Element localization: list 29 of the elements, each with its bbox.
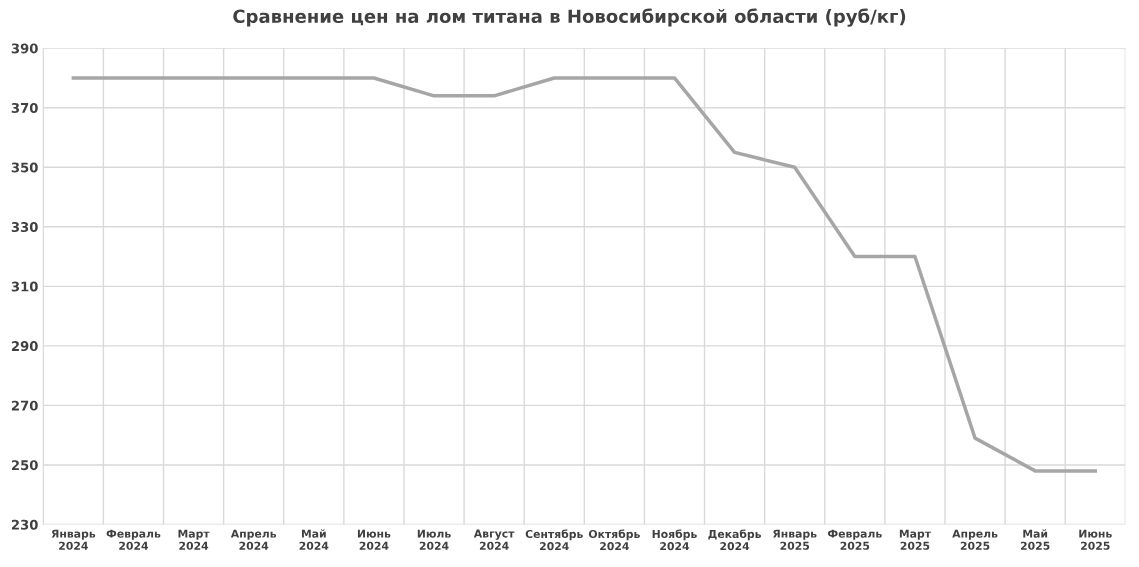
y-tick-label: 230	[11, 519, 38, 530]
x-tick-label: Январь 2024	[51, 529, 96, 550]
y-tick-label: 250	[11, 460, 38, 471]
x-tick-label: Март 2025	[899, 529, 931, 550]
y-tick-label: 370	[11, 102, 38, 113]
y-tick-label: 310	[11, 281, 38, 292]
x-tick-label: Апрель 2025	[952, 529, 998, 550]
x-tick-label: Апрель 2024	[230, 529, 277, 550]
y-tick-label: 330	[11, 222, 38, 232]
y-tick-label: 270	[11, 400, 38, 411]
y-tick-label: 390	[11, 43, 38, 54]
x-tick-label: Декабрь 2024	[708, 529, 762, 551]
x-tick-label: Июнь 2024	[357, 529, 391, 550]
chart-title: Сравнение цен на лом титана в Новосибирской области (руб/кг)	[233, 8, 906, 27]
y-tick-label: 350	[11, 162, 38, 173]
y-tick-label: 290	[11, 341, 38, 352]
x-tick-label: Февраль 2025	[827, 529, 882, 550]
x-tick-label: Май 2024	[299, 529, 329, 550]
x-tick-label: Май 2025	[1020, 529, 1050, 550]
x-tick-label: Август 2024	[473, 529, 515, 550]
x-tick-label: Январь 2025	[773, 529, 817, 550]
line-series	[71, 76, 1098, 473]
x-tick-label: Март 2024	[178, 529, 210, 550]
x-tick-label: Ноябрь 2024	[652, 529, 697, 551]
x-tick-label: Июнь 2025	[1079, 529, 1112, 550]
x-tick-label: Сентябрь 2024	[525, 529, 583, 551]
x-tick-label: Июль 2024	[417, 529, 451, 550]
x-tick-label: Февраль 2024	[106, 529, 161, 550]
x-tick-label: Октябрь 2024	[588, 529, 640, 551]
